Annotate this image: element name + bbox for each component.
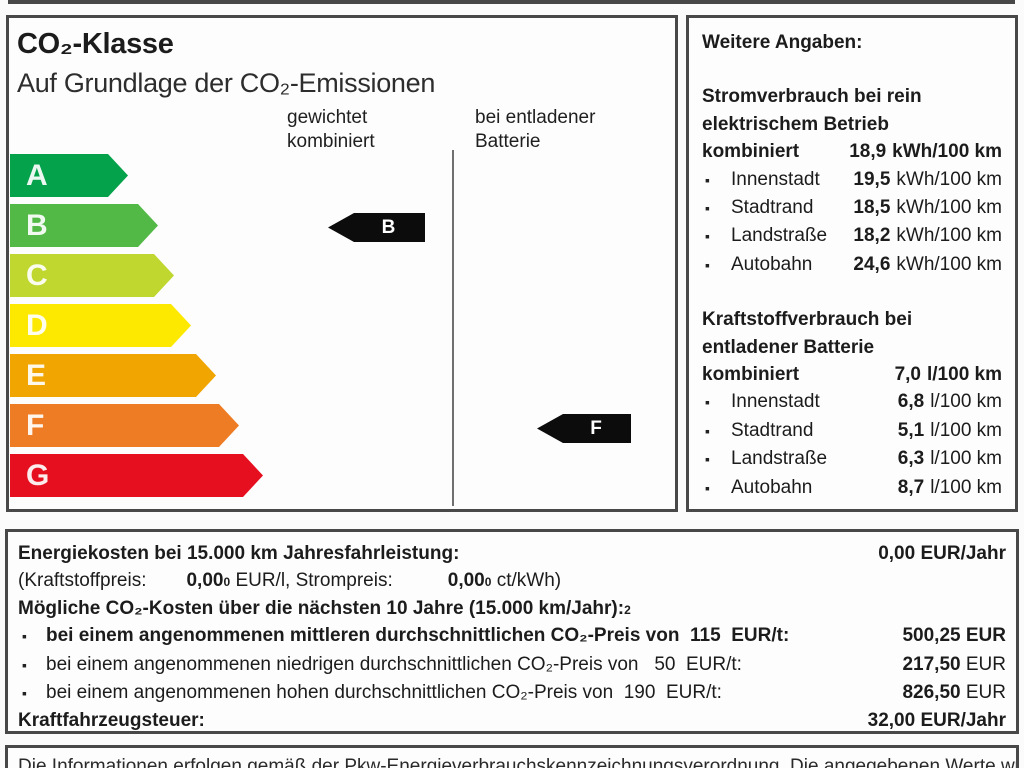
- co2-cost-medium-amount: 500,25: [902, 625, 961, 647]
- co2-costs-heading-row: Mögliche CO₂-Kosten über die nächsten 10…: [18, 595, 1006, 622]
- class-letter-a: A: [26, 158, 48, 192]
- bullet-icon: ▪: [22, 685, 27, 702]
- class-letter-e: E: [26, 358, 47, 392]
- bullet-icon: ▪: [705, 200, 710, 217]
- class-bar-b: B: [10, 204, 158, 247]
- class-bar-e: E: [10, 354, 216, 397]
- legal-note-box: Die Informationen erfolgen gemäß der Pkw…: [5, 745, 1019, 768]
- efficiency-class-scale: A B C D E F G: [10, 154, 263, 504]
- class-letter-c: C: [26, 258, 48, 292]
- fuel-combined-label: kombiniert: [702, 364, 800, 386]
- bullet-icon: ▪: [705, 171, 710, 188]
- vehicle-tax-label: Kraftfahrzeugsteuer:: [18, 710, 205, 732]
- bullet-icon: ▪: [705, 394, 710, 411]
- bullet-icon: ▪: [705, 479, 710, 496]
- bullet-icon: ▪: [705, 256, 710, 273]
- energy-costs-label: Energiekosten bei 15.000 km Jahresfahrle…: [18, 543, 460, 564]
- electric-row-landstrasse: ▪ Landstraße 18,2 kWh/100 km: [702, 222, 1002, 250]
- weighted-combined-class-marker-arrow: B: [328, 213, 425, 242]
- bullet-icon: ▪: [22, 628, 27, 645]
- fuel-consumption-title-line1: Kraftstoffverbrauch bei: [702, 309, 913, 331]
- column-header-depleted-battery: bei entladener Batterie: [475, 107, 596, 152]
- page-title: CO₂-Klasse: [17, 28, 174, 60]
- fuel-row-landstrasse: ▪ Landstraße 6,3 l/100 km: [702, 445, 1002, 473]
- class-letter-f: F: [26, 408, 45, 442]
- electric-row-stadtrand: ▪ Stadtrand 18,5 kWh/100 km: [702, 194, 1002, 222]
- class-bar-a: A: [10, 154, 128, 197]
- vehicle-tax-row: Kraftfahrzeugsteuer: 32,00 EUR/Jahr: [18, 707, 1006, 734]
- bullet-icon: ▪: [22, 656, 27, 673]
- energy-costs-box: Energiekosten bei 15.000 km Jahresfahrle…: [5, 529, 1019, 734]
- co2-scenario-medium-row: ▪ bei einem angenommenen mittleren durch…: [18, 622, 1006, 650]
- depleted-battery-class-marker-arrow: F: [537, 414, 631, 443]
- vehicle-tax-value: 32,00 EUR/Jahr: [867, 710, 1006, 732]
- fuel-combined-value: 7,0: [894, 364, 921, 386]
- class-bar-c: C: [10, 254, 174, 297]
- class-bar-d: D: [10, 304, 191, 347]
- co2-scenario-high-row: ▪ bei einem angenommenen hohen durchschn…: [18, 679, 1006, 707]
- co2-class-scale-box: CO₂-Klasse Auf Grundlage der CO₂-Emissio…: [6, 15, 678, 512]
- class-letter-b: B: [26, 208, 48, 242]
- fuel-row-stadtrand: ▪ Stadtrand 5,1 l/100 km: [702, 417, 1002, 445]
- class-letter-g: G: [26, 458, 50, 492]
- co2-cost-high-amount: 826,50: [902, 682, 961, 704]
- electricity-price-value: 0,00: [447, 570, 485, 592]
- depleted-battery-class-value: F: [590, 417, 602, 439]
- weighted-combined-class-value: B: [381, 216, 396, 238]
- class-bar-g: G: [10, 454, 263, 497]
- price-assumptions-row: (Kraftstoffpreis: 0,00 0 EUR/l, Strompreis…: [18, 567, 1006, 594]
- legal-note-text: Die Informationen erfolgen gemäß der Pkw…: [18, 756, 1016, 768]
- electric-consumption-title-line2: elektrischem Betrieb: [702, 113, 889, 135]
- energy-costs-value: 0,00 EUR/Jahr: [878, 543, 1006, 564]
- energy-costs-row: Energiekosten bei 15.000 km Jahresfahrle…: [18, 540, 1006, 567]
- co2-cost-low-amount: 217,50: [902, 653, 961, 675]
- bullet-icon: ▪: [705, 228, 710, 245]
- bullet-icon: ▪: [705, 422, 710, 439]
- electric-combined-unit: kWh/100 km: [892, 141, 1002, 163]
- fuel-row-innenstadt: ▪ Innenstadt 6,8 l/100 km: [702, 388, 1002, 416]
- co2-costs-heading: Mögliche CO₂-Kosten über die nächsten 10…: [18, 597, 625, 619]
- fuel-combined-row: kombiniert 7,0 l/100 km: [702, 361, 1002, 388]
- electric-combined-value: 18,9: [849, 141, 887, 163]
- co2-scenario-low-row: ▪ bei einem angenommenen niedrigen durch…: [18, 651, 1006, 679]
- electric-combined-label: kombiniert: [702, 141, 800, 163]
- electric-combined-row: kombiniert 18,9 kWh/100 km: [702, 138, 1002, 165]
- class-letter-d: D: [26, 308, 48, 342]
- column-divider-line: [452, 150, 454, 506]
- page-subtitle: Auf Grundlage der CO₂-Emissionen: [17, 68, 436, 98]
- fuel-combined-unit: l/100 km: [927, 364, 1002, 386]
- top-divider-line: [8, 0, 1015, 4]
- details-heading: Weitere Angaben:: [702, 32, 863, 53]
- bullet-icon: ▪: [705, 451, 710, 468]
- electric-row-autobahn: ▪ Autobahn 24,6 kWh/100 km: [702, 251, 1002, 279]
- column-header-weighted: gewichtet kombiniert: [287, 107, 375, 152]
- electric-row-innenstadt: ▪ Innenstadt 19,5 kWh/100 km: [702, 166, 1002, 194]
- class-bar-f: F: [10, 404, 239, 447]
- fuel-consumption-title-line2: entladener Batterie: [702, 336, 875, 358]
- electric-consumption-title-line1: Stromverbrauch bei rein: [702, 86, 922, 108]
- fuel-row-autobahn: ▪ Autobahn 8,7 l/100 km: [702, 474, 1002, 502]
- further-details-panel: Weitere Angaben: Stromverbrauch bei rein…: [686, 15, 1018, 512]
- fuel-price-value: 0,00: [186, 570, 224, 592]
